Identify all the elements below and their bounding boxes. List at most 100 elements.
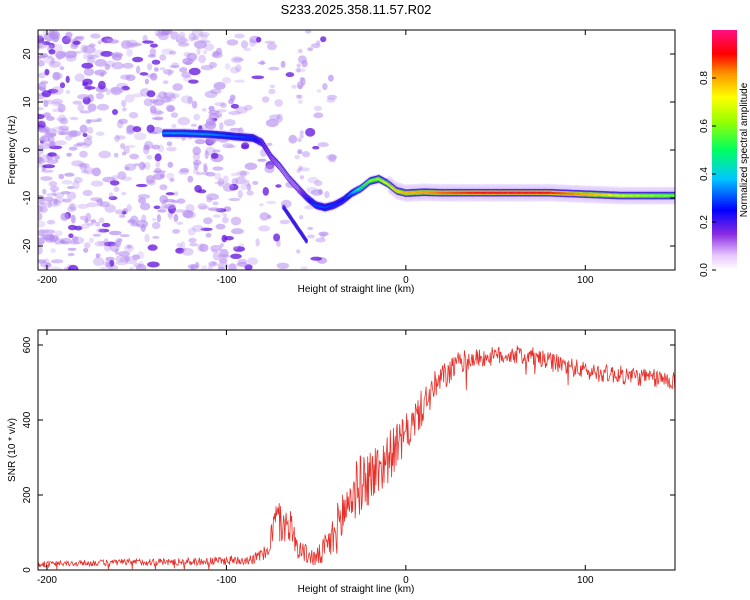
x-tick-label: -100 — [216, 275, 236, 286]
noise-speckle — [170, 31, 179, 40]
noise-speckle — [151, 221, 161, 230]
noise-speckle — [38, 229, 45, 237]
noise-speckle — [217, 266, 226, 270]
noise-speckle — [158, 91, 167, 99]
noise-speckle — [70, 214, 76, 224]
noise-speckle — [43, 196, 54, 202]
colorbar-gradient — [712, 30, 737, 270]
noise-speckle — [72, 236, 79, 242]
noise-speckle — [135, 219, 149, 228]
noise-speckle — [108, 230, 122, 236]
noise-speckle — [39, 136, 51, 143]
noise-speckle — [212, 201, 219, 206]
noise-speckle — [299, 77, 304, 82]
noise-speckle — [95, 92, 104, 100]
noise-speckle — [114, 134, 120, 143]
noise-speckle — [54, 238, 65, 245]
noise-speckle — [68, 233, 74, 238]
noise-speckle — [273, 233, 281, 242]
noise-speckle — [121, 210, 127, 215]
noise-speckle — [264, 164, 275, 174]
noise-speckle — [52, 71, 61, 81]
snr-panel: -200 -100 0 100 0 200 400 600 Height of straig… — [7, 329, 676, 595]
noise-speckle — [82, 45, 96, 54]
noise-speckle — [302, 151, 310, 158]
noise-speckle — [190, 123, 198, 127]
noise-speckle — [83, 137, 93, 147]
noise-speckle — [123, 244, 135, 253]
noise-speckle — [151, 116, 164, 121]
noise-speckle — [124, 94, 135, 103]
noise-speckle — [240, 183, 247, 191]
noise-speckle — [109, 180, 120, 186]
noise-speckle — [217, 178, 225, 187]
noise-speckle — [159, 194, 169, 204]
noise-speckle — [43, 100, 49, 108]
noise-speckle — [121, 151, 127, 156]
x-tick-label: -100 — [216, 575, 236, 586]
noise-speckle — [154, 116, 164, 121]
noise-speckle — [64, 172, 75, 177]
noise-speckle — [49, 141, 56, 149]
noise-speckle — [139, 202, 151, 211]
noise-speckle — [136, 65, 141, 75]
noise-speckle — [312, 145, 320, 150]
noise-speckle — [68, 146, 78, 151]
noise-speckle — [84, 242, 91, 249]
noise-speckle — [87, 119, 100, 123]
x-tick-label: -200 — [37, 575, 57, 586]
noise-speckle — [100, 50, 113, 57]
noise-speckle — [175, 247, 185, 254]
noise-speckle — [307, 234, 315, 239]
noise-speckle — [95, 131, 105, 137]
snr-frame — [37, 329, 676, 571]
noise-speckle — [47, 99, 54, 105]
noise-speckle — [48, 60, 61, 68]
noise-speckle — [226, 144, 237, 149]
noise-speckle — [38, 157, 45, 165]
noise-speckle — [39, 87, 46, 91]
noise-speckle — [325, 154, 338, 161]
noise-speckle — [67, 252, 75, 257]
noise-speckle — [153, 170, 166, 174]
noise-speckle — [214, 173, 222, 180]
noise-speckle — [115, 255, 126, 263]
noise-speckle — [72, 100, 83, 105]
noise-speckle — [235, 64, 242, 72]
noise-speckle — [38, 127, 45, 132]
noise-speckle — [50, 266, 62, 270]
noise-speckle — [190, 264, 196, 270]
noise-speckle — [305, 127, 316, 137]
noise-speckle — [123, 145, 130, 154]
noise-speckle — [178, 170, 190, 175]
noise-speckle — [299, 130, 304, 135]
noise-speckle — [172, 229, 181, 234]
noise-speckle — [128, 112, 139, 119]
noise-speckle — [212, 214, 221, 218]
noise-speckle — [111, 175, 119, 181]
noise-speckle — [90, 180, 104, 187]
noise-speckle — [151, 144, 161, 150]
noise-speckle — [174, 191, 179, 197]
noise-speckle — [224, 63, 230, 70]
noise-speckle — [210, 152, 219, 159]
noise-speckle — [157, 30, 171, 35]
noise-speckle — [90, 33, 101, 39]
noise-speckle — [296, 168, 301, 173]
noise-speckle — [246, 190, 254, 196]
y-tick-label: 20 — [22, 48, 33, 60]
noise-speckle — [239, 170, 247, 177]
noise-speckle — [46, 159, 59, 165]
noise-speckle — [46, 219, 56, 225]
noise-speckle — [38, 220, 46, 228]
noise-speckle — [166, 146, 177, 152]
noise-speckle — [298, 167, 310, 172]
y-tick-label: 200 — [22, 486, 33, 503]
noise-speckle — [193, 162, 199, 171]
noise-speckle — [231, 178, 238, 186]
noise-speckle — [101, 222, 111, 228]
noise-speckle — [214, 102, 225, 107]
noise-speckle — [296, 63, 301, 68]
heatmap-y-label: Frequency (Hz) — [7, 116, 18, 185]
noise-speckle — [97, 40, 103, 45]
